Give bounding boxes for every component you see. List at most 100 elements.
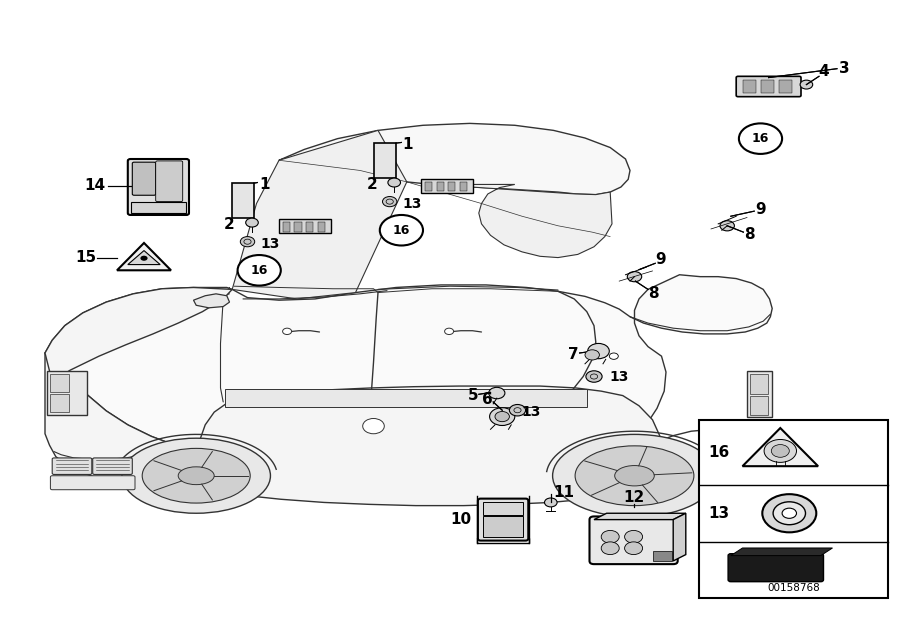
Circle shape [800,80,813,89]
Circle shape [771,445,789,457]
Text: 7: 7 [568,347,579,362]
Bar [761,80,774,93]
Bar [652,551,672,561]
Text: 16: 16 [392,224,410,237]
FancyBboxPatch shape [93,458,132,474]
Text: 3: 3 [839,61,850,76]
Bar [294,222,302,232]
Polygon shape [731,548,832,556]
Text: 13: 13 [402,197,422,211]
Circle shape [363,418,384,434]
FancyBboxPatch shape [590,516,678,564]
Bar [699,420,888,598]
Text: 9: 9 [755,202,766,218]
Text: 13: 13 [708,506,730,521]
Text: 15: 15 [75,250,96,265]
Ellipse shape [615,466,654,486]
Circle shape [283,328,292,335]
FancyBboxPatch shape [736,76,801,97]
Bar [374,143,396,178]
Circle shape [445,328,454,335]
Bar [306,222,313,232]
Bar [743,80,756,93]
Polygon shape [742,428,818,466]
Circle shape [586,371,602,382]
Circle shape [238,255,281,286]
Bar [283,222,290,232]
Circle shape [588,343,609,359]
Bar [130,202,186,213]
Circle shape [388,178,400,187]
Circle shape [509,404,526,416]
Text: 1: 1 [402,137,413,152]
FancyBboxPatch shape [728,554,824,582]
Bar [483,502,523,515]
Text: 8: 8 [648,286,659,301]
Text: 13: 13 [609,370,629,384]
Circle shape [627,272,642,282]
Text: 2: 2 [366,177,377,192]
Circle shape [495,411,509,422]
Polygon shape [128,251,160,265]
FancyBboxPatch shape [478,499,528,541]
Circle shape [585,350,599,360]
Circle shape [762,494,816,532]
Bar [425,182,432,191]
Circle shape [773,502,806,525]
Text: 16: 16 [708,445,730,460]
Text: 12: 12 [623,490,644,505]
Text: 6: 6 [482,392,493,407]
Bar [50,374,69,392]
Text: 16: 16 [250,264,268,277]
Ellipse shape [142,448,250,503]
Polygon shape [117,243,171,270]
FancyBboxPatch shape [156,161,183,202]
Text: 9: 9 [655,252,666,267]
Bar [750,374,768,394]
PathPatch shape [194,294,230,308]
Text: 1: 1 [259,177,270,192]
FancyBboxPatch shape [128,159,189,215]
Bar [318,222,325,232]
Text: 10: 10 [450,512,472,527]
Circle shape [782,508,796,518]
Bar [225,389,587,407]
PathPatch shape [279,123,630,195]
FancyBboxPatch shape [52,458,92,474]
PathPatch shape [45,287,232,382]
FancyBboxPatch shape [132,162,156,195]
Circle shape [240,237,255,247]
Text: 13: 13 [260,237,280,251]
Circle shape [720,221,734,231]
Polygon shape [594,513,686,520]
PathPatch shape [432,184,612,258]
Circle shape [609,353,618,359]
Circle shape [625,542,643,555]
FancyBboxPatch shape [50,476,135,490]
Bar [747,371,772,417]
Circle shape [489,387,505,399]
Text: 13: 13 [521,405,541,419]
PathPatch shape [45,275,772,480]
Circle shape [140,256,148,261]
Bar [750,396,768,415]
Circle shape [764,439,796,462]
Bar [448,182,455,191]
Text: 5: 5 [468,388,479,403]
PathPatch shape [232,130,407,299]
Circle shape [246,218,258,227]
Ellipse shape [178,467,214,485]
Bar [436,182,444,191]
Text: 11: 11 [554,485,575,500]
Bar [232,183,254,218]
Circle shape [625,530,643,543]
Text: 00158768: 00158768 [768,583,820,593]
Circle shape [601,542,619,555]
Bar [47,371,87,415]
Text: 14: 14 [84,178,105,193]
Bar [477,538,529,543]
Ellipse shape [575,446,694,506]
Circle shape [601,530,619,543]
Text: 8: 8 [744,226,755,242]
Bar [779,80,792,93]
